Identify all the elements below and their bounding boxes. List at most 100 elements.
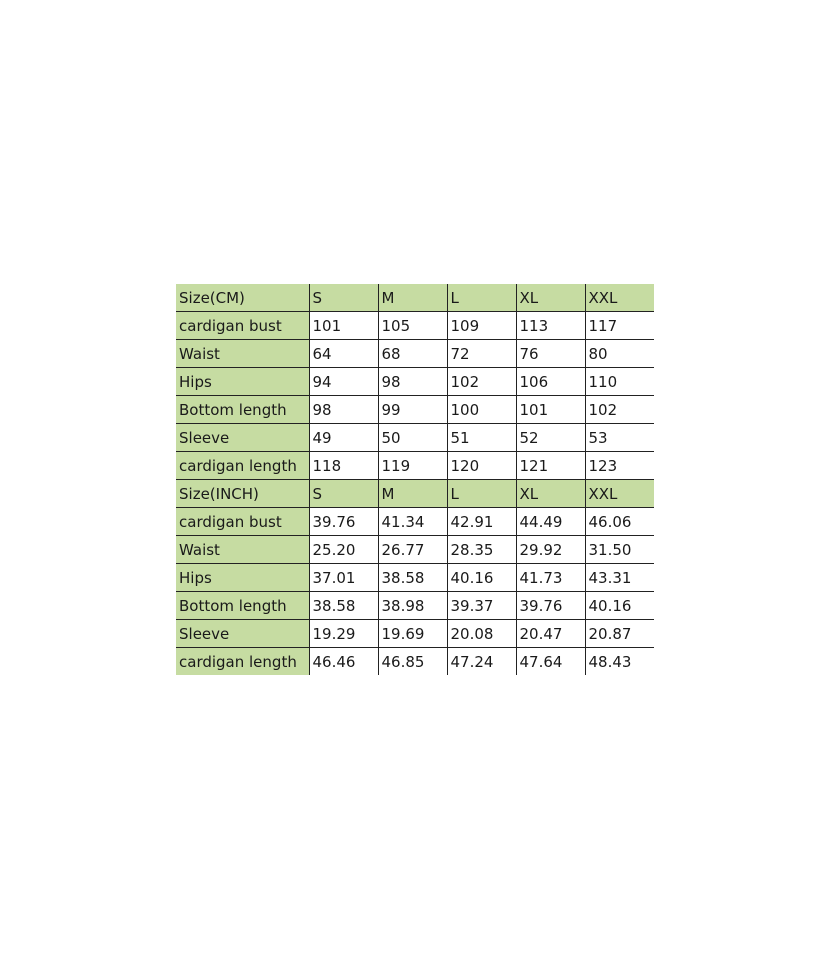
table-row: cardigan bust 101 105 109 113 117: [176, 311, 654, 340]
value-cell: 41.73: [515, 563, 585, 592]
value-cell: 41.34: [377, 507, 447, 536]
size-header-cell: S: [308, 479, 378, 508]
value-cell: 28.35: [446, 535, 516, 564]
value-cell: 102: [584, 395, 654, 424]
header-label-cell: Size(CM): [176, 284, 309, 312]
size-header-cell: S: [308, 284, 378, 312]
value-cell: 68: [377, 339, 447, 368]
value-cell: 94: [308, 367, 378, 396]
value-cell: 46.85: [377, 647, 447, 675]
value-cell: 113: [515, 311, 585, 340]
value-cell: 47.24: [446, 647, 516, 675]
size-header-cell: L: [446, 479, 516, 508]
table-row: cardigan length 46.46 46.85 47.24 47.64 48.43: [176, 647, 654, 675]
size-chart-table: Size(CM) S M L XL XXL cardigan bust 101 105 109 11…: [176, 284, 654, 675]
value-cell: 43.31: [584, 563, 654, 592]
value-cell: 64: [308, 339, 378, 368]
value-cell: 123: [584, 451, 654, 480]
table-row: Waist 25.20 26.77 28.35 29.92 31.50: [176, 535, 654, 564]
size-header-cell: XXL: [584, 479, 654, 508]
table-row: Hips 37.01 38.58 40.16 41.73 43.31: [176, 563, 654, 592]
value-cell: 44.49: [515, 507, 585, 536]
value-cell: 120: [446, 451, 516, 480]
measurement-label-cell: cardigan bust: [176, 507, 309, 536]
value-cell: 29.92: [515, 535, 585, 564]
measurement-label-cell: Hips: [176, 563, 309, 592]
value-cell: 19.29: [308, 619, 378, 648]
table-row: Sleeve 49 50 51 52 53: [176, 423, 654, 452]
value-cell: 52: [515, 423, 585, 452]
size-header-cell: XXL: [584, 284, 654, 312]
measurement-label-cell: Waist: [176, 535, 309, 564]
table-header-row: Size(CM) S M L XL XXL: [176, 284, 654, 312]
size-chart-body: Size(CM) S M L XL XXL cardigan bust 101 105 109 11…: [176, 284, 654, 675]
table-row: Sleeve 19.29 19.69 20.08 20.47 20.87: [176, 619, 654, 648]
measurement-label-cell: Waist: [176, 339, 309, 368]
size-header-cell: XL: [515, 284, 585, 312]
measurement-label-cell: Sleeve: [176, 423, 309, 452]
table-row: Waist 64 68 72 76 80: [176, 339, 654, 368]
value-cell: 110: [584, 367, 654, 396]
value-cell: 121: [515, 451, 585, 480]
measurement-label-cell: Sleeve: [176, 619, 309, 648]
measurement-label-cell: cardigan bust: [176, 311, 309, 340]
value-cell: 106: [515, 367, 585, 396]
measurement-label-cell: cardigan length: [176, 451, 309, 480]
value-cell: 39.76: [515, 591, 585, 620]
value-cell: 72: [446, 339, 516, 368]
value-cell: 109: [446, 311, 516, 340]
value-cell: 40.16: [446, 563, 516, 592]
table-header-row: Size(INCH) S M L XL XXL: [176, 479, 654, 508]
value-cell: 47.64: [515, 647, 585, 675]
value-cell: 20.08: [446, 619, 516, 648]
value-cell: 48.43: [584, 647, 654, 675]
size-header-cell: L: [446, 284, 516, 312]
size-header-cell: M: [377, 479, 447, 508]
table-row: Bottom length 98 99 100 101 102: [176, 395, 654, 424]
value-cell: 51: [446, 423, 516, 452]
value-cell: 20.47: [515, 619, 585, 648]
table-row: cardigan bust 39.76 41.34 42.91 44.49 46.06: [176, 507, 654, 536]
value-cell: 100: [446, 395, 516, 424]
measurement-label-cell: Bottom length: [176, 591, 309, 620]
value-cell: 39.76: [308, 507, 378, 536]
value-cell: 105: [377, 311, 447, 340]
value-cell: 49: [308, 423, 378, 452]
value-cell: 101: [515, 395, 585, 424]
value-cell: 38.58: [377, 563, 447, 592]
value-cell: 53: [584, 423, 654, 452]
value-cell: 38.98: [377, 591, 447, 620]
value-cell: 31.50: [584, 535, 654, 564]
value-cell: 98: [308, 395, 378, 424]
value-cell: 102: [446, 367, 516, 396]
value-cell: 25.20: [308, 535, 378, 564]
value-cell: 98: [377, 367, 447, 396]
table-row: Hips 94 98 102 106 110: [176, 367, 654, 396]
value-cell: 50: [377, 423, 447, 452]
value-cell: 99: [377, 395, 447, 424]
value-cell: 39.37: [446, 591, 516, 620]
value-cell: 118: [308, 451, 378, 480]
value-cell: 119: [377, 451, 447, 480]
value-cell: 101: [308, 311, 378, 340]
header-label-cell: Size(INCH): [176, 479, 309, 508]
value-cell: 42.91: [446, 507, 516, 536]
size-header-cell: XL: [515, 479, 585, 508]
measurement-label-cell: cardigan length: [176, 647, 309, 675]
value-cell: 19.69: [377, 619, 447, 648]
value-cell: 117: [584, 311, 654, 340]
value-cell: 26.77: [377, 535, 447, 564]
value-cell: 46.46: [308, 647, 378, 675]
measurement-label-cell: Hips: [176, 367, 309, 396]
measurement-label-cell: Bottom length: [176, 395, 309, 424]
value-cell: 20.87: [584, 619, 654, 648]
table-row: cardigan length 118 119 120 121 123: [176, 451, 654, 480]
value-cell: 40.16: [584, 591, 654, 620]
value-cell: 80: [584, 339, 654, 368]
value-cell: 46.06: [584, 507, 654, 536]
value-cell: 37.01: [308, 563, 378, 592]
table-row: Bottom length 38.58 38.98 39.37 39.76 40.16: [176, 591, 654, 620]
size-header-cell: M: [377, 284, 447, 312]
value-cell: 76: [515, 339, 585, 368]
value-cell: 38.58: [308, 591, 378, 620]
